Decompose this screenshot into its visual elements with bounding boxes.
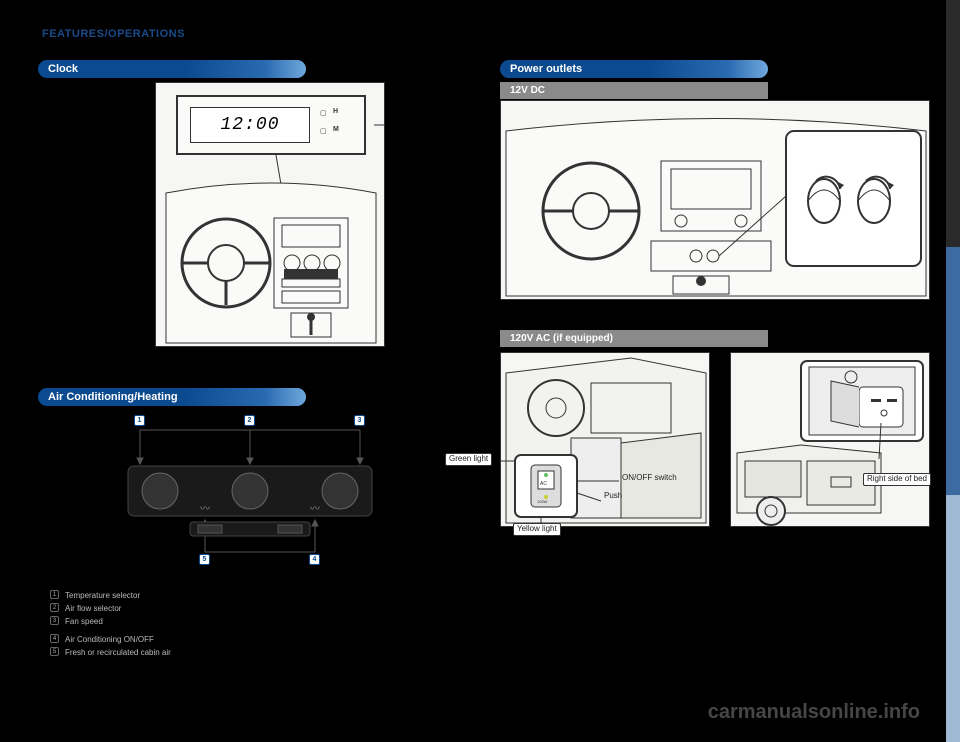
svg-text:〰: 〰 (310, 504, 320, 515)
tab-segment (946, 495, 960, 742)
callout-switch: ON/OFF switch (619, 473, 680, 484)
tab-segment (946, 0, 960, 247)
figure-12v (500, 100, 930, 300)
badge-4: 4 (309, 554, 320, 565)
badge-5: 5 (199, 554, 210, 565)
section-title-ac: Air Conditioning/Heating (38, 388, 306, 406)
svg-text:AC: AC (540, 481, 547, 487)
section-title-clock: Clock (38, 60, 306, 78)
badge-2: 2 (244, 415, 255, 426)
subheading-120v: 120V AC (if equipped) (500, 330, 768, 347)
edge-tabs (946, 0, 960, 742)
tab-segment (946, 247, 960, 494)
watermark: carmanualsonline.info (708, 701, 920, 724)
svg-text:100W: 100W (537, 499, 548, 504)
list-item: Air Conditioning ON/OFF (65, 634, 154, 647)
callout-green: Green light (445, 453, 492, 466)
figure-clock: 12:00 ▢ H ▢ M (155, 82, 385, 347)
section-title-power: Power outlets (500, 60, 768, 78)
figure-ac: 〰 〰 1 2 3 4 5 (120, 412, 380, 572)
callout-yellow: Yellow light (513, 523, 561, 536)
badge-1: 1 (134, 415, 145, 426)
svg-text:〰: 〰 (200, 504, 210, 515)
list-item: Fresh or recirculated cabin air (65, 647, 171, 660)
page: FEATURES/OPERATIONS Clock 12:00 ▢ H ▢ M (0, 0, 960, 742)
callout-bed: Right side of bed (863, 473, 931, 486)
ac-legend: 1Temperature selector 2Air flow selector… (50, 590, 171, 660)
badge-3: 3 (354, 415, 365, 426)
list-item: Temperature selector (65, 590, 140, 603)
figure-120v-bed: Right side of bed (730, 352, 930, 527)
callout-push: Push (601, 491, 625, 502)
subheading-12v: 12V DC (500, 82, 768, 99)
list-item: Air flow selector (65, 603, 121, 616)
list-item: Fan speed (65, 616, 103, 629)
page-header: FEATURES/OPERATIONS (42, 28, 185, 40)
figure-120v-cab: AC 100W Green light ON/OFF switch Push Y… (500, 352, 710, 527)
